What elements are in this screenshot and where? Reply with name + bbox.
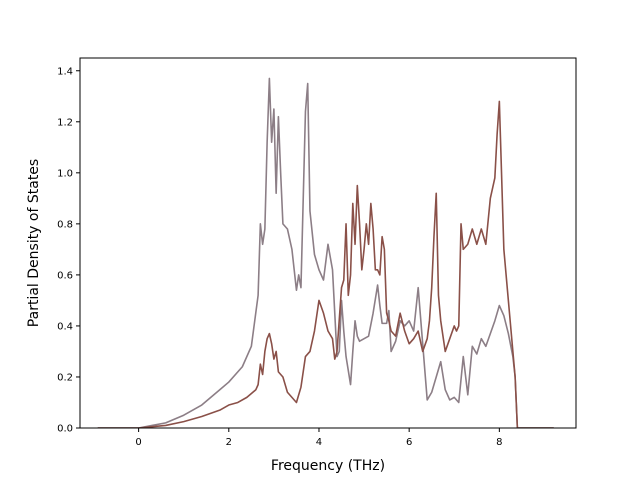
y-axis: 0.0 0.2 0.4 0.6 0.8 1.0 1.2 1.4 [57,66,80,435]
x-tick-label: 2 [226,437,232,448]
x-tick-label: 4 [316,437,322,448]
y-tick-label: 0.8 [57,219,73,230]
y-tick-label: 1.2 [57,117,73,128]
x-tick-label: 6 [406,437,412,448]
series-line-1 [97,77,555,428]
y-tick-label: 0.0 [57,424,73,435]
plot-area [79,57,577,429]
y-tick-label: 1.0 [57,168,73,179]
plot-frame [79,57,577,429]
x-tick-label: 8 [496,437,502,448]
x-axis-label: Frequency (THz) [271,458,385,474]
x-axis: 0 2 4 6 8 [135,428,503,448]
y-tick-label: 0.2 [57,372,73,383]
y-axis-label: Partial Density of States [26,159,42,327]
series-line-2 [97,100,555,428]
x-tick-label: 0 [135,437,141,448]
y-tick-label: 1.4 [57,66,73,77]
y-tick-label: 0.6 [57,270,73,281]
series-layer [97,77,555,428]
y-tick-label: 0.4 [57,321,73,332]
